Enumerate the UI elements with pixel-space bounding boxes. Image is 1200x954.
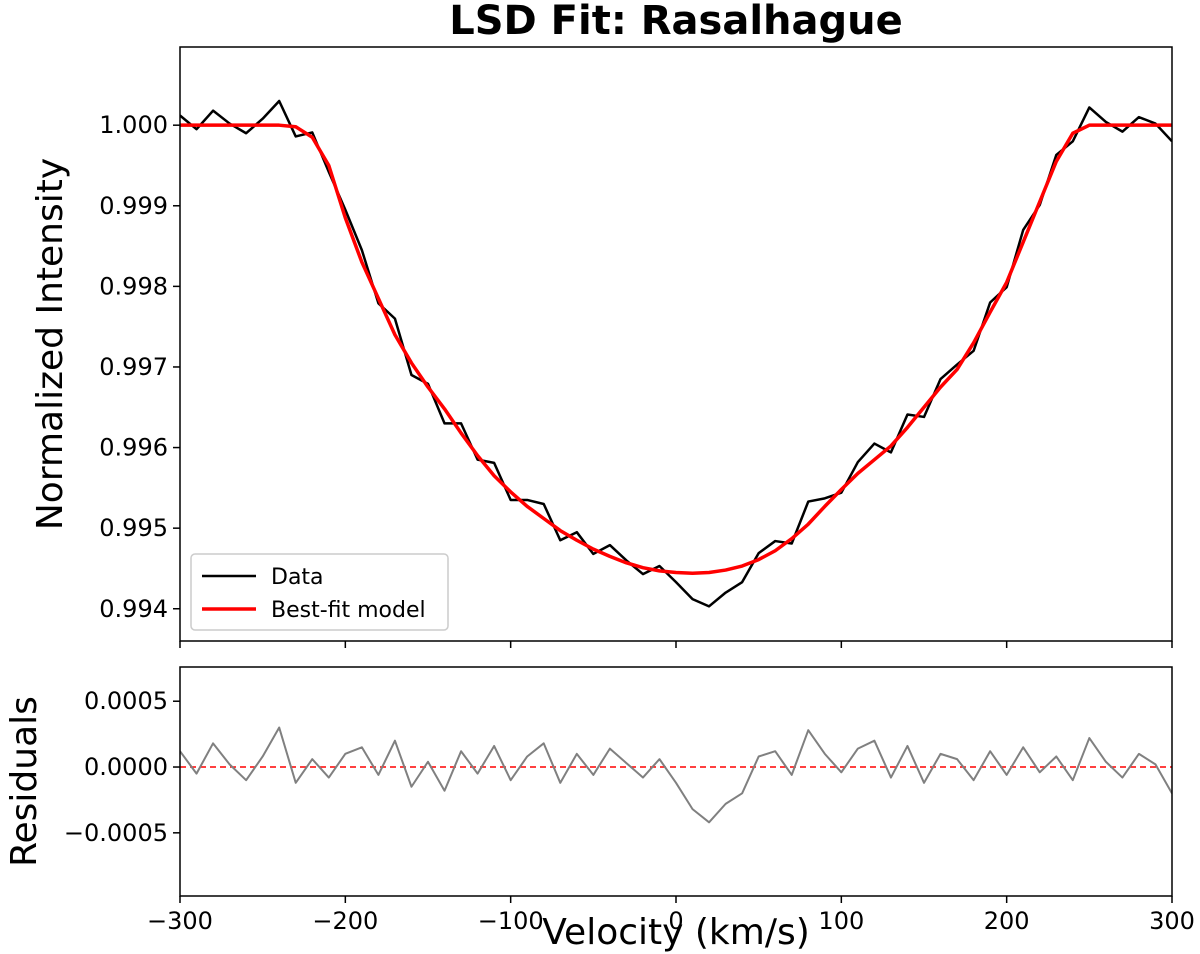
y-axis-label: Normalized Intensity [30,158,71,530]
x-tick-label: 200 [984,907,1030,935]
legend-label: Data [271,565,324,590]
y-tick-label: 0.998 [99,272,168,300]
y-tick-label: 0.0005 [84,687,168,715]
legend-box [190,553,449,631]
x-tick-label: 0 [668,907,683,935]
x-tick-label: −100 [478,907,544,935]
y-tick-label: 0.995 [99,514,168,542]
y-tick-label: 0.997 [99,353,168,381]
y-tick-label: −0.0005 [64,819,168,847]
axes-frame [179,666,1173,897]
legend-label: Best-fit model [271,598,426,623]
x-axis-label: Velocity (km/s) [542,912,810,953]
y-tick-label: 0.999 [99,192,168,220]
y-tick-label: 0.0000 [84,753,168,781]
y-axis-label: Residuals [4,696,45,867]
y-tick-label: 0.994 [99,595,168,623]
data-line [180,123,1172,576]
x-tick-label: 300 [1149,907,1195,935]
y-tick-label: 0.996 [99,434,168,462]
x-tick-label: −200 [312,907,378,935]
y-tick-label: 1.000 [99,111,168,139]
axes-frame [179,46,1173,642]
data-line [180,99,1172,608]
chart-title: LSD Fit: Rasalhague [449,0,903,44]
x-tick-label: −300 [147,907,213,935]
x-tick-label: 100 [818,907,864,935]
data-line [180,726,1172,824]
